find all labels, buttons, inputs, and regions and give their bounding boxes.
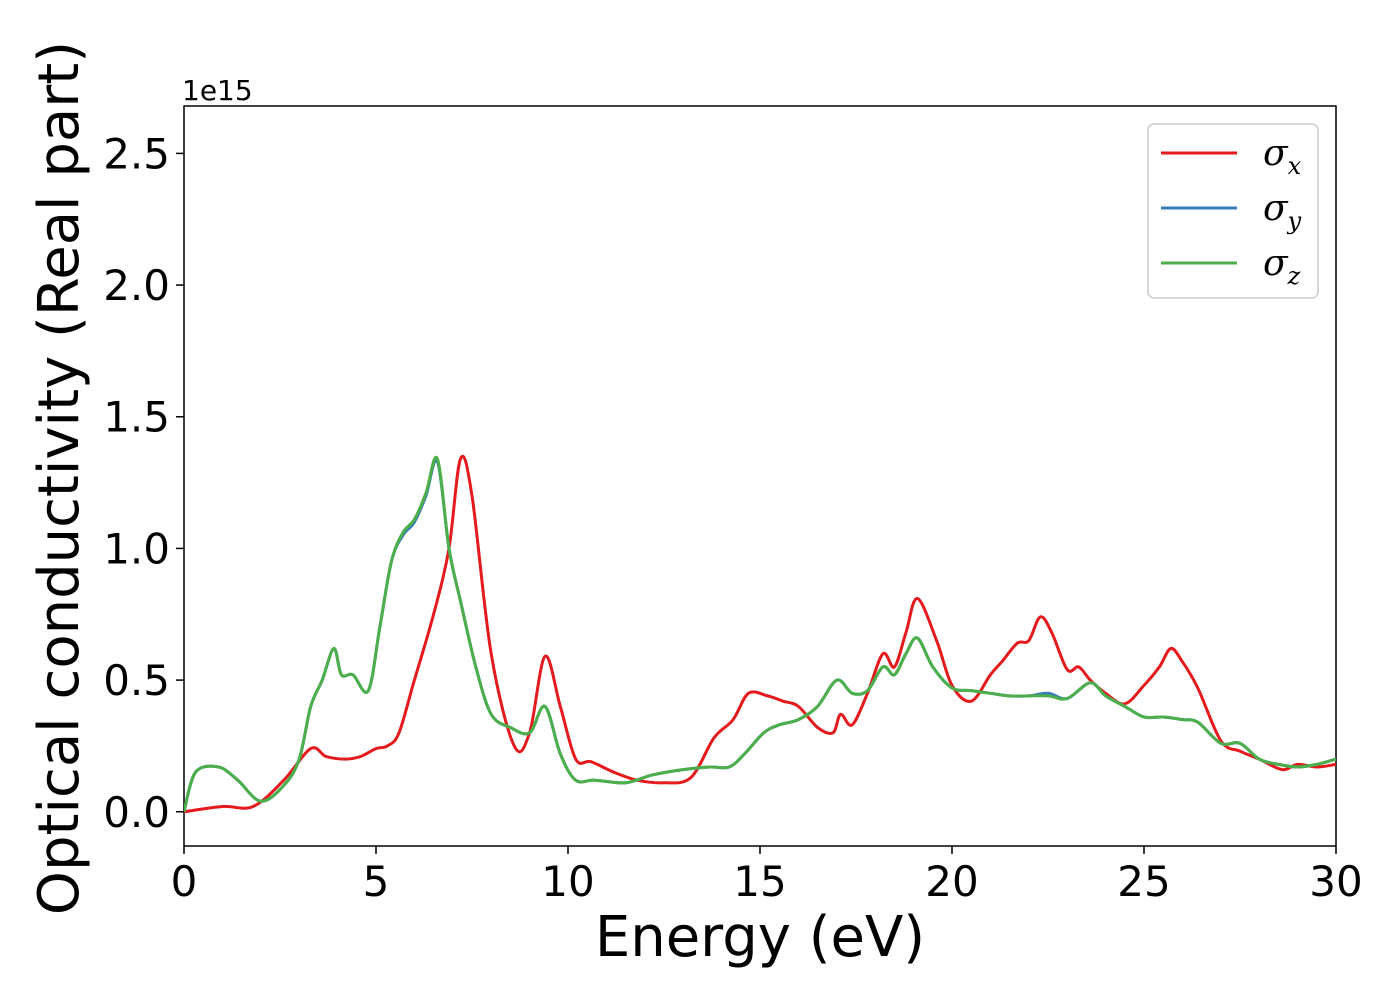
y-tick-label: 1.5 <box>103 393 170 442</box>
legend-subscript: x <box>1288 152 1302 180</box>
x-tick-label: 15 <box>733 857 786 906</box>
legend-symbol: σ <box>1263 243 1289 284</box>
legend-subscript: y <box>1287 207 1302 235</box>
y-tick-label: 0.5 <box>103 656 170 705</box>
series-line-x <box>184 454 1336 814</box>
legend-label-x: σx <box>1263 133 1302 180</box>
x-tick-label: 5 <box>363 857 390 906</box>
y-axis-title: Optical conductivity (Real part) <box>27 41 92 915</box>
x-tick-label: 30 <box>1309 857 1362 906</box>
y-tick-label: 2.5 <box>103 129 170 178</box>
y-tick-label: 0.0 <box>103 788 170 837</box>
x-tick-label: 25 <box>1117 857 1170 906</box>
legend-frame <box>1147 123 1319 299</box>
legend-subscript: z <box>1287 262 1301 290</box>
y-tick-label: 1.0 <box>103 524 170 573</box>
legend-symbol: σ <box>1263 133 1289 174</box>
legend-label-y: σy <box>1263 188 1302 235</box>
y-axis: 0.0 0.5 1.0 1.5 2.0 2.5 <box>103 129 184 837</box>
legend-label-z: σz <box>1263 243 1301 290</box>
x-tick-label: 10 <box>541 857 594 906</box>
x-tick-label: 20 <box>925 857 978 906</box>
series-lines <box>184 454 1336 814</box>
x-axis: 0 5 10 15 20 25 30 <box>171 846 1363 906</box>
series-line-z <box>184 455 1336 813</box>
legend-symbol: σ <box>1263 188 1289 229</box>
y-axis-offset-label: 1e15 <box>182 74 253 107</box>
x-axis-title: Energy (eV) <box>595 905 925 970</box>
y-tick-label: 2.0 <box>103 261 170 310</box>
x-tick-label: 0 <box>171 857 198 906</box>
